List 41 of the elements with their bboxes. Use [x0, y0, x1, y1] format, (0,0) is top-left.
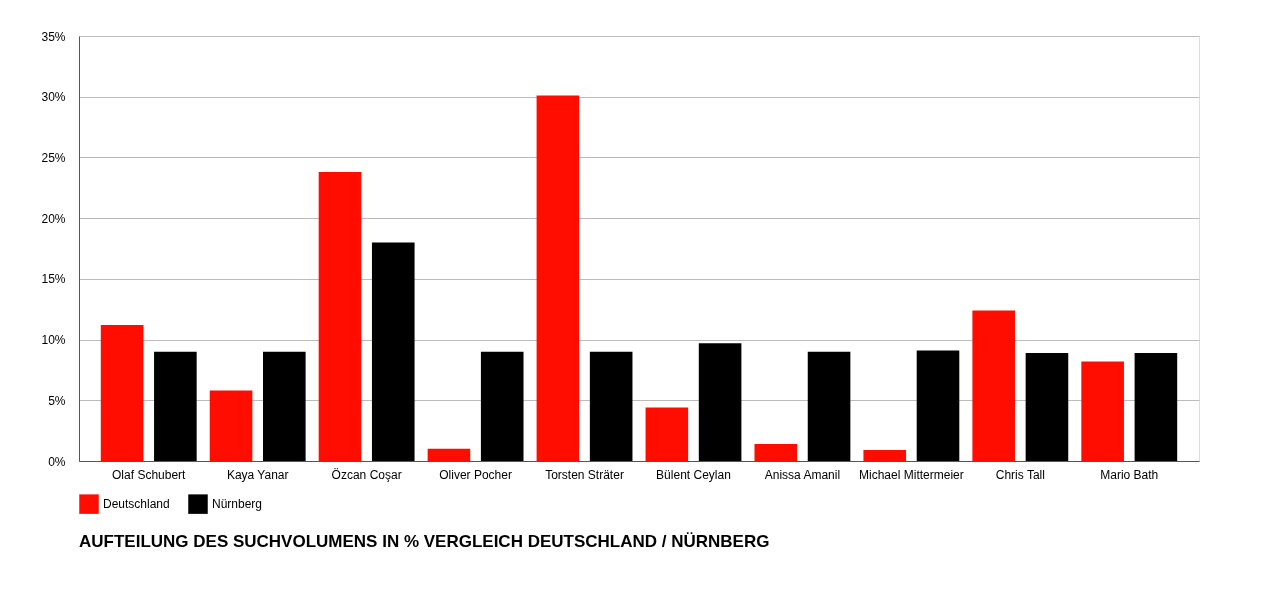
x-tick-label: Michael Mittermeier [859, 467, 964, 482]
bar [1025, 352, 1069, 461]
x-tick-label: Torsten Sträter [545, 467, 624, 482]
bar [754, 444, 798, 461]
y-tick-label: 10% [41, 333, 66, 348]
text: AUFTEILUNG DES SUCHVOLUMENS IN % VERGLEICH DEUTSCHLAND / NÜRNBERG [79, 532, 770, 551]
y-tick-label: 5% [48, 393, 66, 408]
x-tick-label: Mario Bath [1100, 467, 1159, 482]
bar [589, 351, 633, 461]
bar [427, 448, 471, 461]
bar [645, 407, 689, 461]
bar [698, 343, 742, 461]
bar [318, 172, 362, 461]
bar [480, 351, 524, 461]
x-tick-label: Kaya Yanar [226, 467, 289, 482]
bar [1081, 361, 1124, 461]
x-tick-label: Oliver Pocher [439, 467, 512, 482]
y-tick-label: 20% [41, 211, 66, 226]
y-tick-label: 0% [48, 454, 66, 469]
x-tick-label: Anissa Amanil [764, 467, 841, 482]
bar [209, 390, 253, 461]
y-tick-label: 35% [41, 29, 66, 44]
bar [863, 450, 907, 461]
y-tick-label: 30% [41, 90, 66, 105]
bar [263, 351, 306, 461]
bar [807, 351, 851, 461]
x-tick-label: Özcan Coşar [331, 467, 402, 482]
y-tick-label: 15% [41, 272, 66, 287]
x-tick-label: Olaf Schubert [112, 467, 187, 482]
bar [972, 310, 1015, 461]
x-tick-label: Bülent Ceylan [656, 467, 731, 482]
bar [916, 350, 960, 461]
legend-label: Deutschland [103, 497, 170, 512]
bar [1134, 352, 1178, 461]
bar [154, 351, 197, 461]
bar [100, 325, 144, 461]
y-tick-label: 25% [41, 150, 66, 165]
bar [371, 242, 415, 461]
legend-label: Nürnberg [212, 497, 263, 512]
bar [536, 95, 580, 461]
x-tick-label: Chris Tall [995, 467, 1045, 482]
